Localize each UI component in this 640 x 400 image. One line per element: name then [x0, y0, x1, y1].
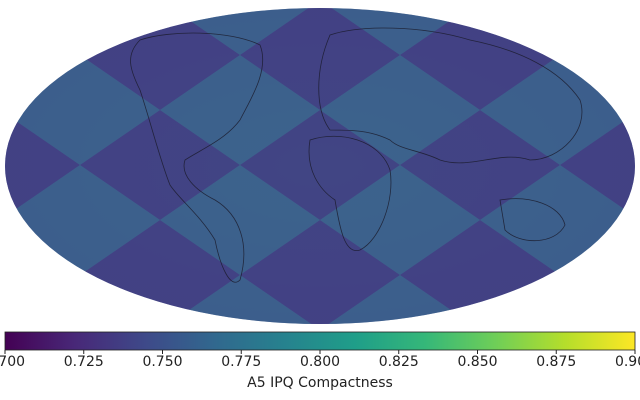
tick-label: 0.875 — [536, 354, 576, 370]
globe — [5, 8, 635, 324]
tick-label: 0.725 — [64, 354, 104, 370]
coastlines — [130, 27, 583, 283]
tick-label: 0.825 — [379, 354, 419, 370]
tick-label: 0.750 — [142, 354, 182, 370]
tick-label: 0.800 — [300, 354, 340, 370]
tick-label: 0.850 — [457, 354, 497, 370]
colorbar-label: A5 IPQ Compactness — [247, 375, 393, 391]
tick-label: 0.700 — [0, 354, 25, 370]
cell-pattern — [5, 8, 635, 324]
colorbar — [4, 331, 636, 351]
tick-label: 0.900 — [615, 354, 640, 370]
tick-label: 0.775 — [221, 354, 261, 370]
